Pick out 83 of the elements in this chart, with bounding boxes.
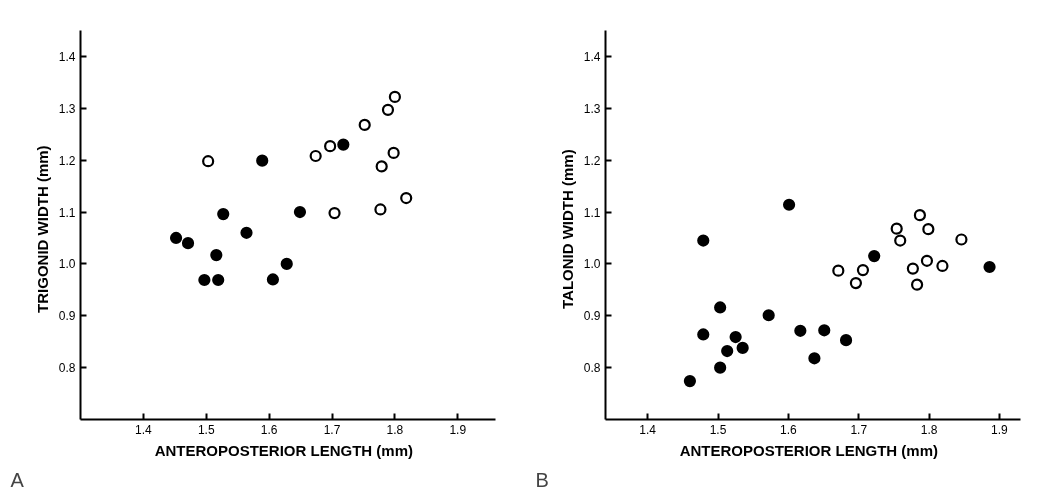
text: B bbox=[535, 468, 549, 491]
text: A bbox=[10, 468, 25, 491]
point bbox=[358, 118, 371, 131]
point bbox=[375, 160, 388, 173]
point bbox=[922, 223, 935, 236]
y-axis-title: TALONID WIDTH (mm) bbox=[558, 149, 576, 310]
point bbox=[337, 138, 350, 151]
x-tick-label: 1.7 bbox=[323, 422, 341, 437]
point bbox=[181, 237, 195, 250]
x-tick-label: 1.6 bbox=[260, 422, 278, 437]
x-tick-label: 1.8 bbox=[386, 422, 404, 437]
point bbox=[324, 140, 337, 153]
point bbox=[714, 361, 727, 374]
x-tick-label: 1.8 bbox=[920, 422, 938, 437]
point bbox=[697, 234, 710, 247]
point bbox=[697, 328, 710, 341]
point bbox=[683, 375, 697, 388]
x-tick-label: 1.5 bbox=[197, 422, 215, 437]
point bbox=[832, 264, 845, 277]
point bbox=[808, 352, 821, 365]
point bbox=[212, 273, 225, 287]
point bbox=[782, 198, 796, 211]
point bbox=[762, 309, 775, 322]
point bbox=[202, 155, 215, 168]
x-tick-label: 1.9 bbox=[991, 422, 1009, 437]
point bbox=[818, 324, 831, 337]
point bbox=[906, 262, 919, 275]
x-tick-label: 1.7 bbox=[850, 422, 868, 437]
x-tick-label: 1.6 bbox=[780, 422, 798, 437]
y-tick-label: 0.9 bbox=[583, 309, 601, 324]
y-tick-label: 1.0 bbox=[58, 257, 76, 272]
point bbox=[169, 231, 183, 245]
y-tick-label: 0.8 bbox=[583, 361, 601, 376]
point bbox=[374, 203, 387, 216]
x-tick-label: 1.9 bbox=[449, 422, 467, 437]
point bbox=[381, 103, 395, 116]
point bbox=[293, 205, 307, 219]
y-axis-title: TRIGONID WIDTH (mm) bbox=[33, 145, 51, 313]
y-tick-label: 1.1 bbox=[58, 205, 76, 220]
x-axis-title: ANTEROPOSTERIOR LENGTH (mm) bbox=[154, 441, 414, 459]
x-tick-label: 1.5 bbox=[709, 422, 727, 437]
point bbox=[729, 330, 742, 344]
x-axis-title: ANTEROPOSTERIOR LENGTH (mm) bbox=[679, 441, 939, 459]
y-tick-label: 1.2 bbox=[58, 153, 76, 168]
y-tick-label: 1.4 bbox=[583, 49, 601, 64]
point bbox=[911, 278, 924, 291]
point bbox=[217, 208, 230, 221]
point bbox=[894, 234, 907, 247]
point bbox=[387, 146, 400, 159]
x-tick-label: 1.4 bbox=[639, 422, 657, 437]
point bbox=[839, 334, 853, 347]
point bbox=[210, 248, 223, 262]
point bbox=[256, 154, 269, 167]
y-tick-label: 1.4 bbox=[58, 49, 76, 64]
point bbox=[198, 273, 211, 287]
point bbox=[388, 90, 401, 103]
point bbox=[794, 324, 807, 337]
y-tick-label: 0.9 bbox=[58, 309, 76, 324]
y-tick-label: 0.8 bbox=[58, 361, 76, 376]
point bbox=[309, 149, 322, 163]
point bbox=[240, 226, 253, 239]
y-tick-label: 1.2 bbox=[583, 153, 601, 168]
x-tick-label: 1.4 bbox=[135, 422, 153, 437]
point bbox=[868, 250, 881, 263]
point bbox=[913, 209, 927, 222]
point bbox=[400, 191, 413, 205]
point bbox=[266, 273, 280, 286]
y-tick-label: 1.0 bbox=[583, 257, 601, 272]
point bbox=[721, 344, 734, 358]
point bbox=[890, 222, 903, 235]
point bbox=[280, 257, 293, 270]
point bbox=[736, 341, 749, 355]
point bbox=[920, 254, 934, 267]
point bbox=[714, 301, 727, 314]
point bbox=[856, 264, 870, 277]
point bbox=[849, 277, 863, 290]
y-tick-label: 1.1 bbox=[583, 205, 601, 220]
point bbox=[955, 233, 968, 246]
point bbox=[936, 259, 949, 273]
point bbox=[328, 206, 341, 220]
y-tick-label: 1.3 bbox=[583, 101, 601, 116]
point bbox=[983, 260, 996, 274]
y-tick-label: 1.3 bbox=[58, 101, 76, 116]
